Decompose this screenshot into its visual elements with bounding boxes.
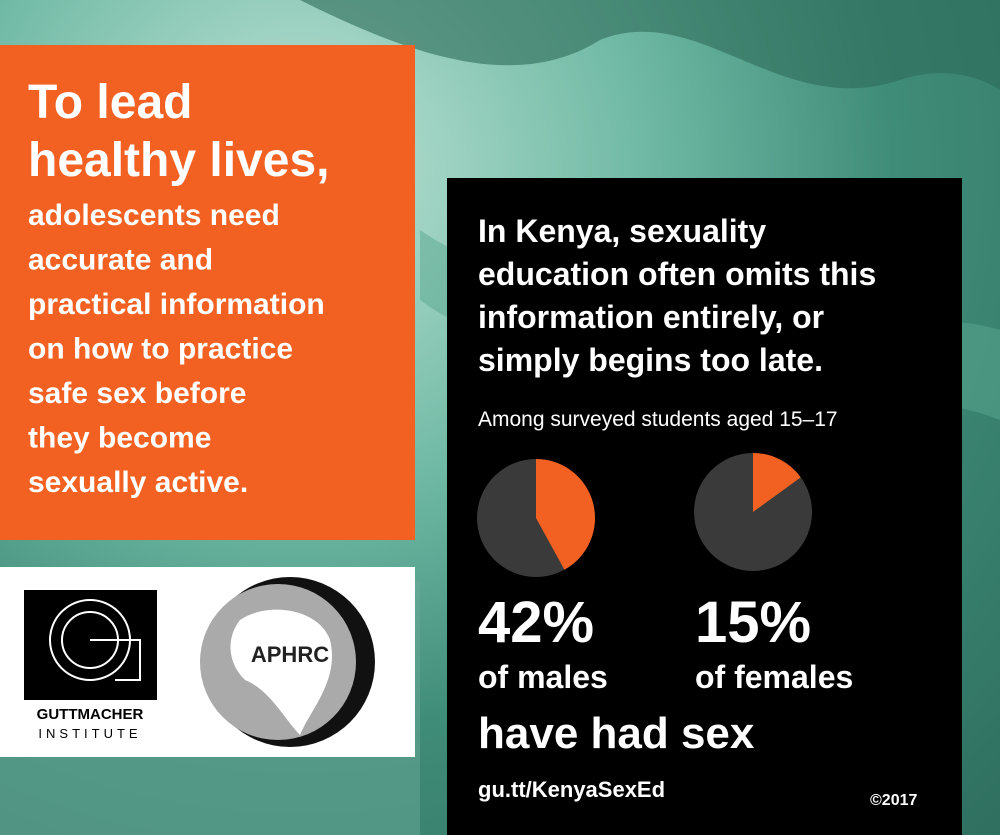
headline-lead: To lead bbox=[28, 76, 192, 129]
pie-slice bbox=[753, 453, 801, 512]
stat-value: 15% bbox=[695, 590, 811, 655]
guttmacher-logo: GUTTMACHER INSTITUTE bbox=[24, 590, 157, 741]
logo-text: APHRC bbox=[251, 642, 329, 667]
subtitle: Among surveyed students aged 15–17 bbox=[478, 408, 838, 431]
logo-text: GUTTMACHER bbox=[37, 706, 144, 723]
conclusion: have had sex bbox=[478, 709, 755, 758]
headline-body: safe sex before bbox=[28, 377, 246, 410]
panel-heading: In Kenya, sexuality bbox=[478, 213, 766, 249]
headline-body: practical information bbox=[28, 288, 325, 321]
panel-heading: simply begins too late. bbox=[478, 342, 823, 378]
aphrc-logo: APHRC bbox=[200, 577, 375, 747]
copyright: ©2017 bbox=[870, 792, 917, 809]
panel-heading: education often omits this bbox=[478, 256, 876, 292]
headline-body: sexually active. bbox=[28, 466, 248, 499]
stat-value: 42% bbox=[478, 590, 594, 655]
headline-lead: healthy lives, bbox=[28, 134, 329, 187]
headline-body: accurate and bbox=[28, 244, 213, 277]
panel-heading: information entirely, or bbox=[478, 299, 824, 335]
headline-body: on how to practice bbox=[28, 333, 293, 366]
url: gu.tt/KenyaSexEd bbox=[478, 777, 665, 802]
logo-text: INSTITUTE bbox=[38, 726, 141, 741]
headline-body: they become bbox=[28, 422, 211, 455]
orange-box bbox=[0, 45, 415, 540]
stat-label: of females bbox=[695, 659, 853, 695]
stat-label: of males bbox=[478, 659, 608, 695]
headline-body: adolescents need bbox=[28, 199, 280, 232]
pie-slice bbox=[536, 459, 595, 570]
